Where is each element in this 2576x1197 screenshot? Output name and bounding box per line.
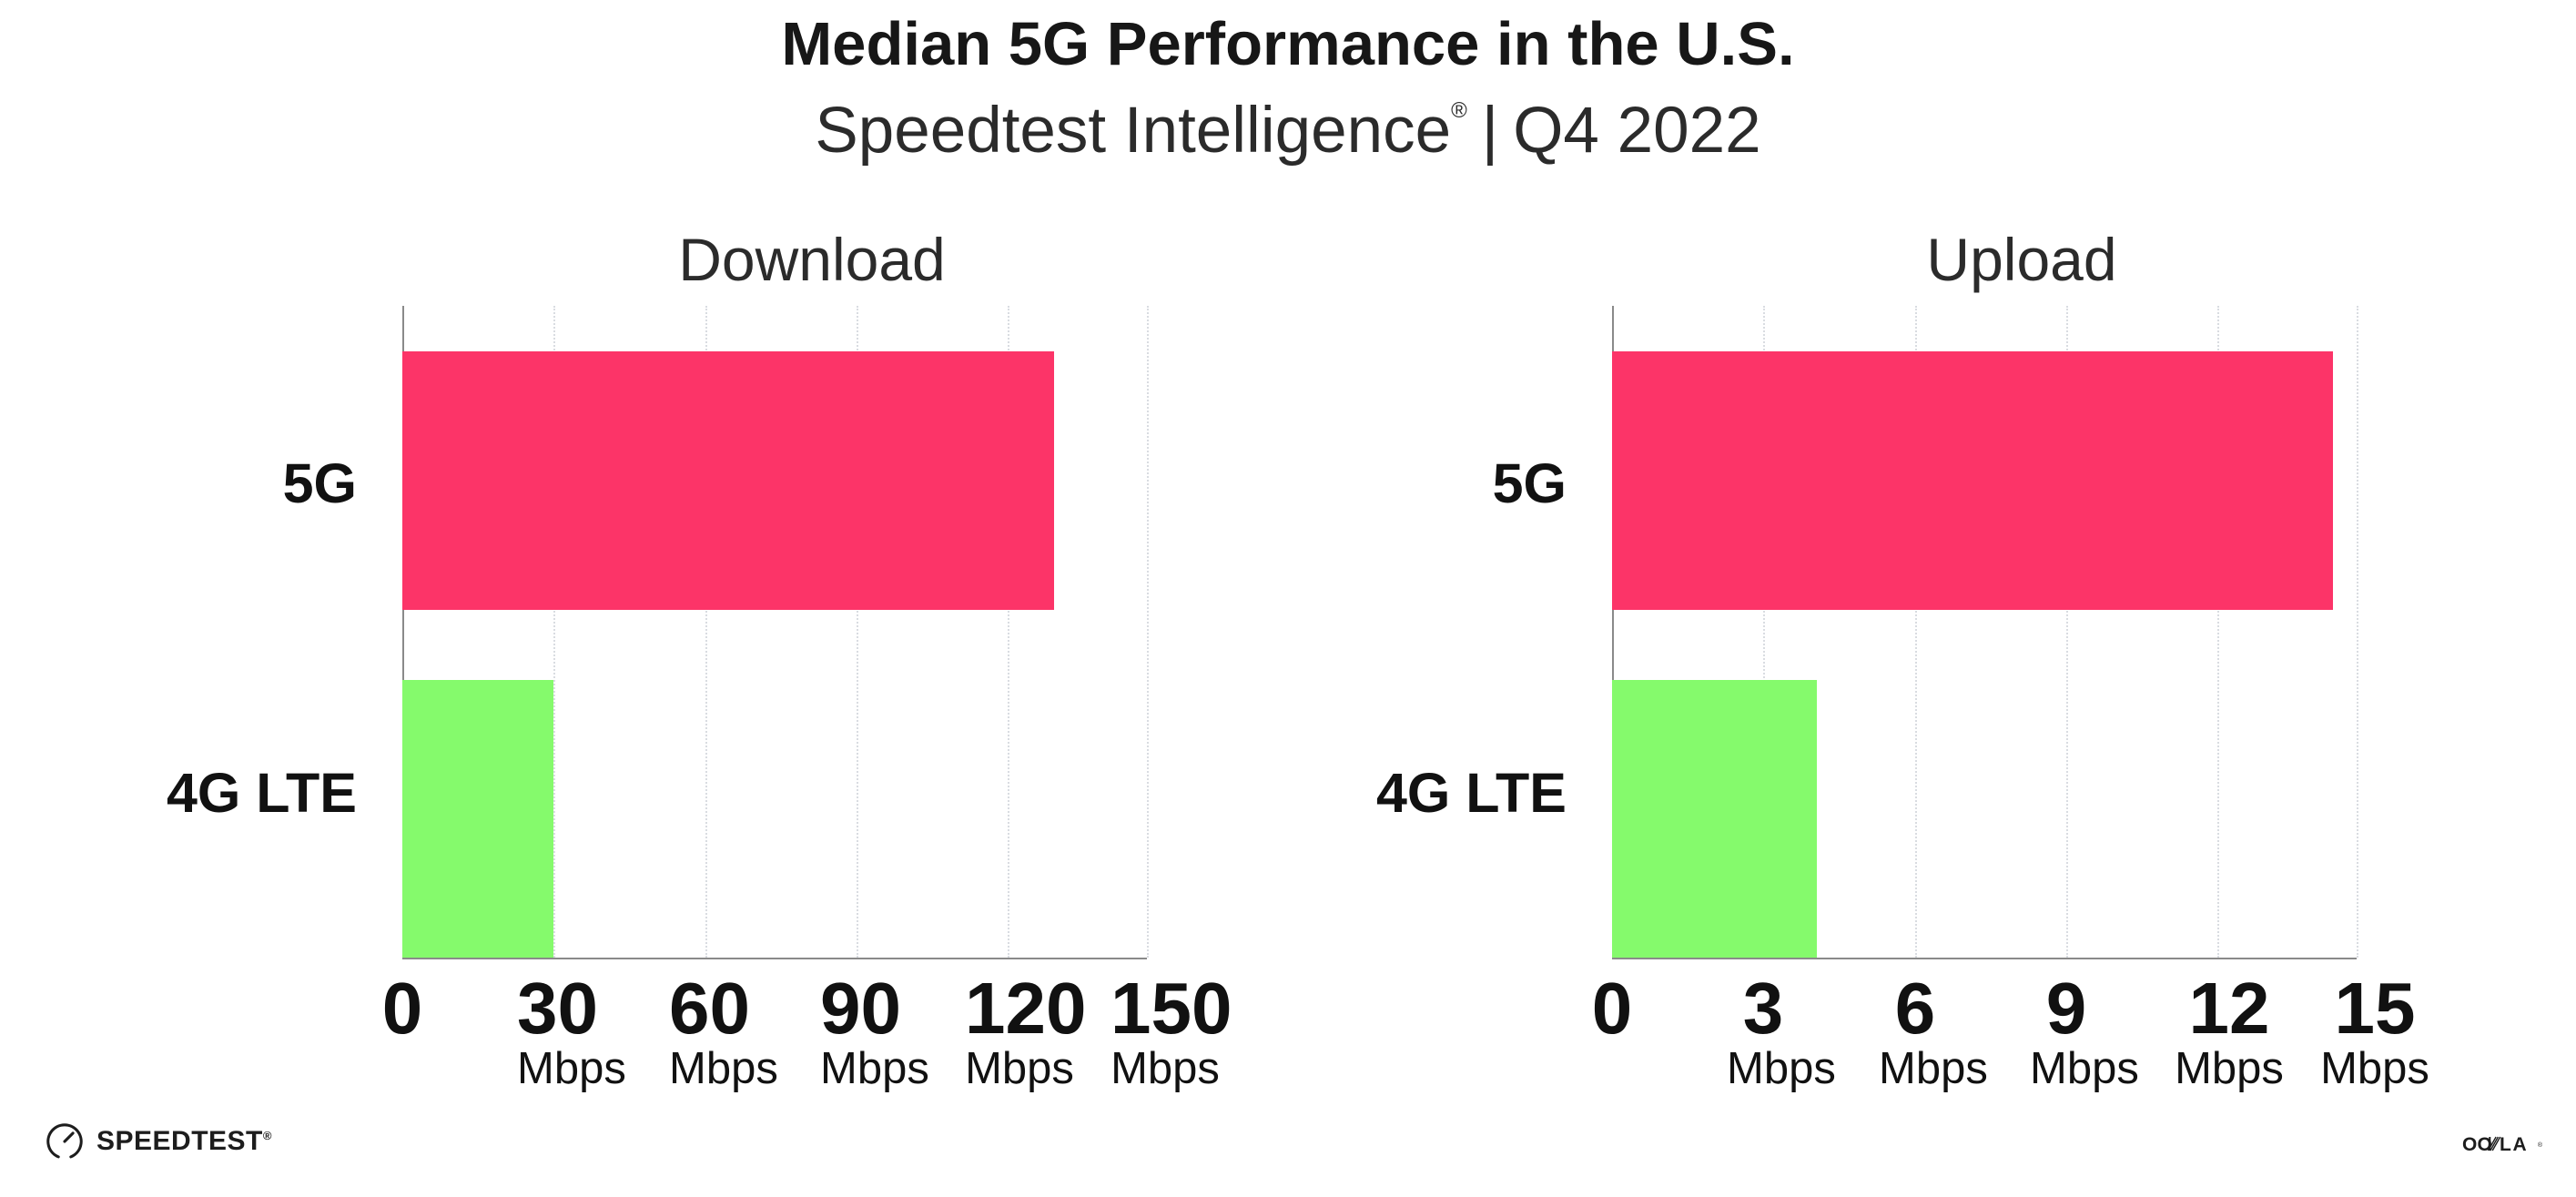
svg-text:L: L <box>2500 1135 2511 1155</box>
svg-text:A: A <box>2512 1135 2526 1155</box>
svg-text:OO: OO <box>2462 1135 2492 1155</box>
